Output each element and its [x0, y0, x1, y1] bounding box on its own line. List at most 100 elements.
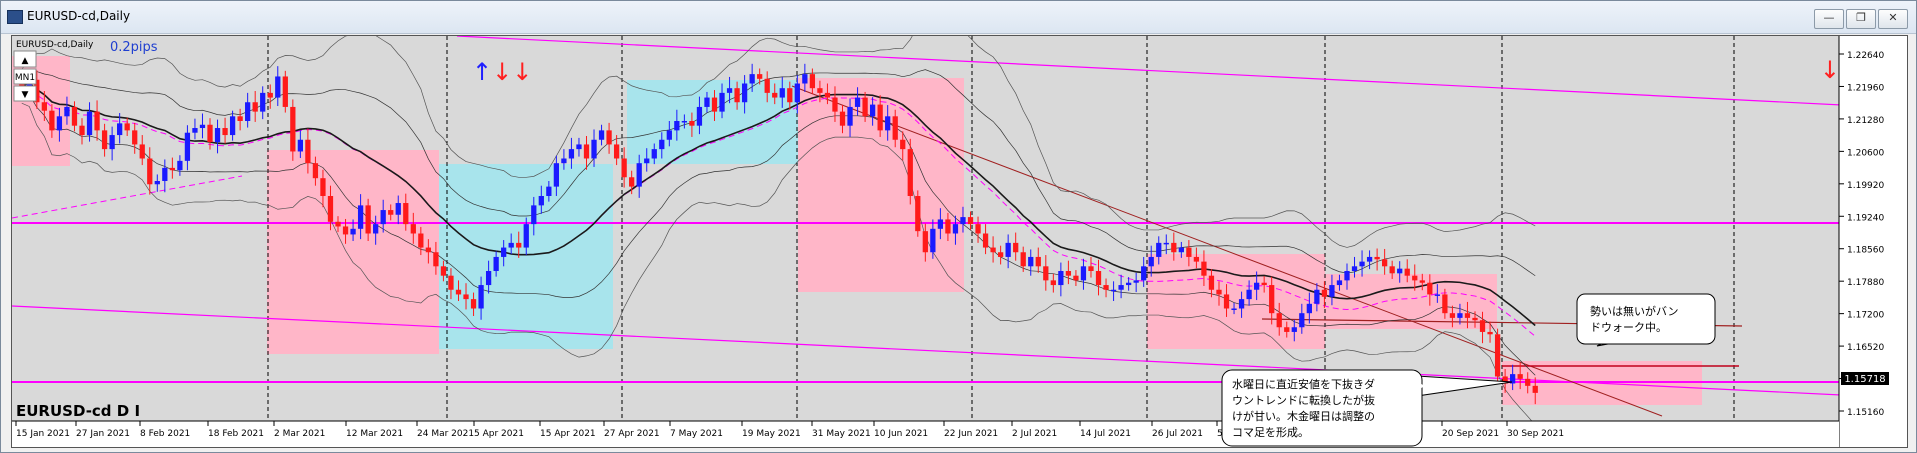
- candle-body: [644, 158, 650, 164]
- candle-body: [169, 167, 175, 171]
- candle: [1449, 305, 1456, 328]
- candle: [1156, 236, 1162, 265]
- candle-body: [877, 104, 883, 131]
- candle-body: [538, 196, 544, 206]
- candle-body: [523, 224, 529, 248]
- candle-body: [1028, 256, 1034, 267]
- candle-body: [576, 144, 582, 150]
- bollinger-band-line: [21, 102, 1536, 426]
- candle-body: [260, 92, 266, 112]
- candle-body: [659, 139, 665, 150]
- candle-body: [1208, 275, 1215, 290]
- candle-body: [1043, 266, 1049, 281]
- candle: [651, 143, 657, 165]
- candle: [455, 280, 462, 301]
- price-tick-label: 1.17200: [1847, 311, 1884, 321]
- tf-down-icon: ▼: [22, 90, 29, 100]
- candle-body: [1231, 308, 1237, 310]
- candle: [591, 129, 597, 167]
- candle: [320, 169, 326, 208]
- candle: [1231, 302, 1237, 315]
- price-tick-label: 1.18560: [1847, 246, 1884, 256]
- candle-body: [245, 102, 251, 121]
- candle: [1148, 245, 1154, 277]
- candle-body: [139, 144, 145, 159]
- candle: [824, 83, 831, 105]
- candle: [523, 217, 529, 256]
- timeframe-down-button[interactable]: [13, 85, 37, 102]
- candle: [440, 260, 447, 282]
- candle-body: [1479, 320, 1486, 332]
- time-tick-label: 18 Feb 2021: [208, 429, 264, 439]
- candle: [260, 86, 266, 120]
- callout-right-line1: 勢いは無いがバン: [1590, 304, 1679, 318]
- candle-body: [1472, 317, 1478, 321]
- channel-bottom-line: [12, 305, 1863, 397]
- candle: [199, 113, 206, 139]
- time-axis-bg: [12, 421, 1839, 447]
- candle: [132, 122, 138, 154]
- candle: [501, 240, 507, 267]
- cyan-zone: [439, 164, 613, 349]
- candle: [915, 190, 921, 237]
- candle-body: [64, 106, 70, 117]
- title-bar[interactable]: EURUSD-cd,Daily — ❐ ✕: [1, 1, 1916, 34]
- candle: [109, 126, 115, 161]
- candle-body: [1020, 252, 1026, 267]
- candle-body: [34, 79, 40, 103]
- candle: [1291, 319, 1297, 342]
- candle: [741, 75, 748, 114]
- candle-body: [124, 123, 130, 131]
- candle: [1254, 271, 1260, 301]
- close-button[interactable]: ✕: [1878, 9, 1908, 29]
- candle: [297, 130, 303, 159]
- timeframe-up-button[interactable]: [13, 50, 37, 68]
- candle-body: [493, 256, 499, 271]
- callout-bottom-line4: コマ足を形成。: [1232, 426, 1309, 439]
- candle: [598, 124, 605, 146]
- candle: [169, 157, 175, 179]
- candle: [1088, 256, 1094, 278]
- candle-body: [666, 130, 672, 140]
- candle: [1532, 377, 1538, 405]
- time-tick-label: 26 Jul 2021: [1152, 429, 1203, 439]
- time-tick-label: 19 May 2021: [742, 429, 801, 439]
- candle: [1494, 328, 1501, 383]
- candle: [854, 87, 861, 116]
- candle: [1344, 263, 1350, 290]
- candle: [719, 83, 725, 119]
- restore-button[interactable]: ❐: [1846, 9, 1876, 29]
- time-tick-label: 30 Sep 2021: [1507, 429, 1564, 439]
- candle: [779, 76, 785, 108]
- price-tick-label: 1.22640: [1847, 51, 1884, 61]
- time-axis: 15 Jan 2021 27 Jan 2021 8 Feb 2021 18 Feb 2…: [15, 421, 1564, 439]
- candle-body: [516, 242, 522, 248]
- candle-body: [117, 123, 123, 136]
- candle-body: [907, 149, 913, 196]
- price-axis: 1.22640 1.21960 1.21280 1.20600 1.19920 1.192…: [1839, 51, 1884, 418]
- candle: [1427, 274, 1433, 306]
- candle-body: [764, 78, 770, 93]
- candle-body: [1412, 275, 1418, 281]
- candle: [94, 100, 100, 141]
- minimize-button[interactable]: —: [1814, 9, 1844, 29]
- candle-body: [463, 294, 469, 300]
- candle: [1073, 270, 1079, 286]
- candle: [1479, 311, 1486, 344]
- time-tick-label: 10 Jun 2021: [874, 429, 928, 439]
- price-chart-svg[interactable]: 1.22640 1.21960 1.21280 1.20600 1.19920 1.192…: [12, 36, 1907, 447]
- chart-area[interactable]: 1.22640 1.21960 1.21280 1.20600 1.19920 1.192…: [11, 35, 1908, 448]
- candle-body: [501, 247, 507, 257]
- timeframe-box[interactable]: [13, 68, 37, 85]
- candle-body: [885, 116, 891, 131]
- timeframe-label: MN1: [15, 73, 35, 83]
- candle: [1058, 262, 1064, 297]
- candle: [1133, 272, 1139, 293]
- candle: [1389, 260, 1395, 279]
- time-tick-label: 5 Apr 2021: [474, 429, 524, 439]
- candle-body: [1427, 282, 1433, 295]
- candle: [493, 251, 499, 277]
- candle: [229, 110, 236, 141]
- candle-body: [71, 106, 78, 126]
- time-tick-label: 15 Apr 2021: [540, 429, 596, 439]
